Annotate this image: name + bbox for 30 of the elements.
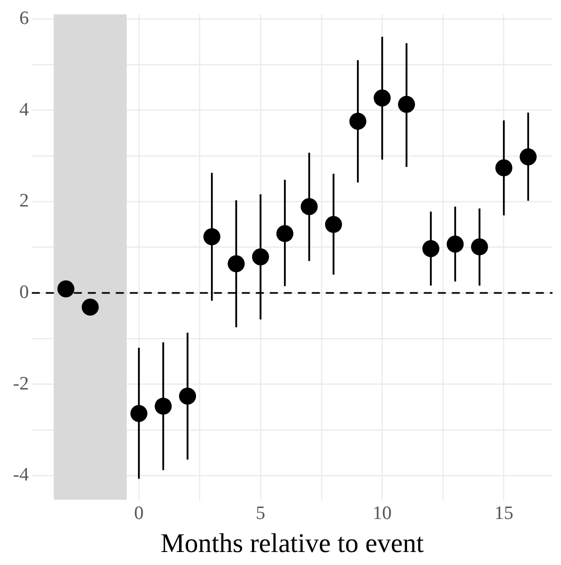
x-tick-label: 5	[256, 503, 266, 524]
point	[520, 148, 537, 166]
point	[57, 280, 74, 298]
point	[325, 216, 342, 233]
x-tick-label: 10	[372, 503, 392, 524]
point	[495, 159, 512, 176]
point	[252, 248, 270, 266]
point	[203, 228, 220, 246]
y-tick-label: -4	[13, 464, 30, 486]
point	[446, 236, 464, 253]
y-tick-label: 6	[19, 8, 29, 29]
point	[471, 238, 488, 256]
x-tick-label: 15	[494, 503, 514, 524]
y-tick-label: -2	[13, 373, 29, 394]
point	[179, 388, 196, 405]
point	[300, 198, 318, 216]
point	[349, 112, 366, 130]
point	[154, 398, 172, 415]
point	[398, 96, 416, 113]
point	[130, 404, 148, 422]
point	[276, 225, 294, 242]
point	[228, 255, 245, 272]
y-tick-label: 4	[19, 99, 30, 120]
point	[374, 89, 391, 106]
y-tick-label: 2	[19, 190, 29, 212]
point	[422, 240, 440, 258]
point	[82, 298, 99, 316]
y-tick-label: 0	[19, 282, 29, 303]
x-axis-title: Months relative to event	[160, 528, 424, 558]
x-tick-label: 0	[134, 503, 144, 524]
